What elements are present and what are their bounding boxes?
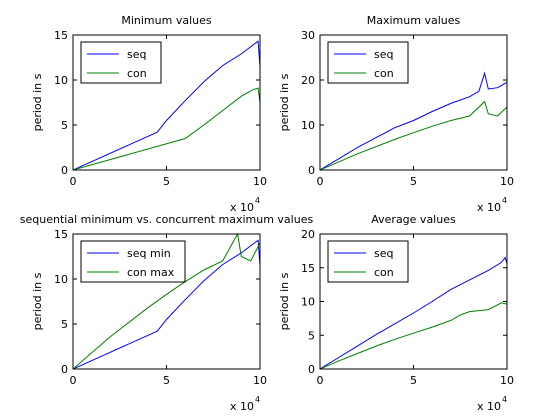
series-line-seq xyxy=(320,256,507,369)
chart-panel-3: 0 5 10 0 5 10 15 sequential minimum vs. concurr… xyxy=(20,213,314,413)
chart-panel-2: 0 5 10 0 10 20 30 Maximum values period in s x 10… xyxy=(278,14,514,214)
x-tick-label: 5 xyxy=(410,374,417,387)
y-tick-label: 10 xyxy=(54,74,68,87)
series-line-con xyxy=(320,302,507,369)
series-line-seq xyxy=(73,40,260,170)
y-tick-label: 10 xyxy=(54,273,68,286)
x-tick-label: 0 xyxy=(317,175,324,188)
legend-label: con xyxy=(374,266,394,279)
x-multiplier-base: x 10 xyxy=(477,201,501,214)
chart-panel-4: 0 5 10 0 5 10 15 20 Average values period in s x 1… xyxy=(278,213,514,413)
y-tick-label: 15 xyxy=(301,262,315,275)
x-tick-label: 10 xyxy=(253,374,267,387)
y-tick-label: 10 xyxy=(301,296,315,309)
chart-title: sequential minimum vs. concurrent maximu… xyxy=(20,213,314,226)
x-tick-label: 5 xyxy=(163,175,170,188)
x-multiplier-base: x 10 xyxy=(230,201,254,214)
y-tick-label: 20 xyxy=(301,228,315,241)
legend-label: seq xyxy=(374,247,393,260)
x-tick-label: 0 xyxy=(70,374,77,387)
legend-box xyxy=(80,240,186,283)
legend-label: seq xyxy=(374,48,393,61)
x-multiplier-base: x 10 xyxy=(477,400,501,413)
x-tick-label: 5 xyxy=(163,374,170,387)
x-tick-label: 0 xyxy=(70,175,77,188)
chart-title: Average values xyxy=(371,213,456,226)
y-tick-label: 10 xyxy=(301,119,315,132)
y-axis-label: period in s xyxy=(31,272,44,330)
legend-box xyxy=(327,41,409,84)
x-tick-label: 10 xyxy=(500,374,514,387)
chart-title: Minimum values xyxy=(121,14,212,27)
y-axis-label: period in s xyxy=(278,73,291,131)
y-tick-label: 0 xyxy=(308,164,315,177)
chart-title: Maximum values xyxy=(367,14,461,27)
x-multiplier-exponent: 4 xyxy=(255,196,260,205)
x-multiplier-exponent: 4 xyxy=(502,196,507,205)
x-tick-label: 10 xyxy=(500,175,514,188)
x-multiplier-exponent: 4 xyxy=(502,395,507,404)
series-line-con xyxy=(320,100,507,170)
y-tick-label: 5 xyxy=(61,318,68,331)
x-tick-label: 0 xyxy=(317,374,324,387)
y-tick-label: 0 xyxy=(61,164,68,177)
y-tick-label: 20 xyxy=(301,74,315,87)
y-tick-label: 15 xyxy=(54,228,68,241)
legend-label: con xyxy=(374,67,394,80)
series-line-seq xyxy=(320,71,507,170)
legend-label: seq xyxy=(127,48,146,61)
y-tick-label: 30 xyxy=(301,29,315,42)
series-line-con xyxy=(73,87,260,170)
series-line-seq-min xyxy=(73,239,260,369)
y-tick-label: 15 xyxy=(54,29,68,42)
y-tick-label: 0 xyxy=(61,363,68,376)
legend-label: con max xyxy=(127,266,175,279)
y-tick-label: 0 xyxy=(308,363,315,376)
legend-label: seq min xyxy=(127,247,171,260)
legend-box xyxy=(80,41,162,84)
legend-label: con xyxy=(127,67,147,80)
chart-panel-1: 0 5 10 0 5 10 15 Minimum values period in s x 104… xyxy=(31,14,267,214)
y-tick-label: 5 xyxy=(61,119,68,132)
y-tick-label: 5 xyxy=(308,329,315,342)
y-axis-label: period in s xyxy=(278,272,291,330)
y-axis-label: period in s xyxy=(31,73,44,131)
x-multiplier-exponent: 4 xyxy=(255,395,260,404)
x-multiplier-base: x 10 xyxy=(230,400,254,413)
x-tick-label: 10 xyxy=(253,175,267,188)
x-tick-label: 5 xyxy=(410,175,417,188)
legend-box xyxy=(327,240,409,283)
